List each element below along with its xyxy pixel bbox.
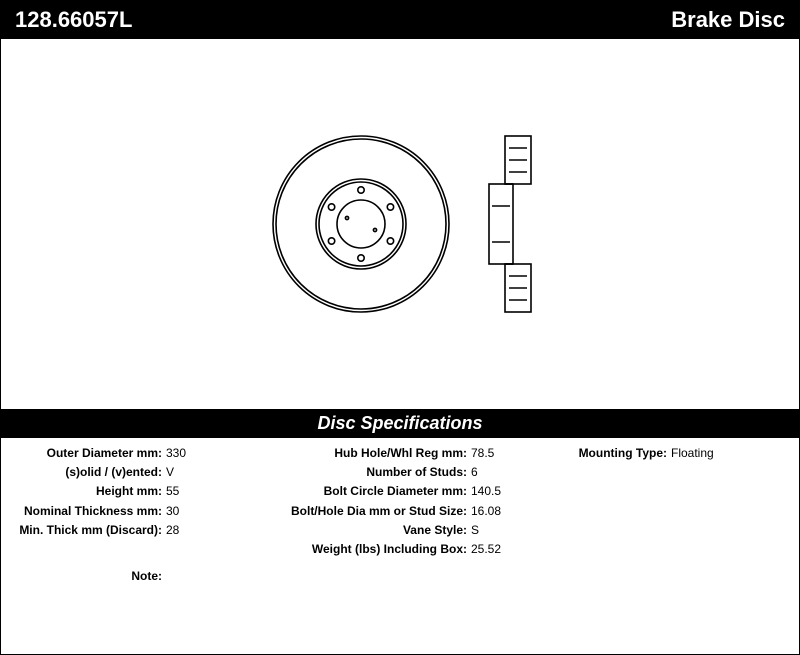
- spec-label: (s)olid / (v)ented:: [11, 463, 166, 482]
- spec-row: Bolt/Hole Dia mm or Stud Size:16.08: [251, 502, 551, 521]
- spec-row: Mounting Type:Floating: [551, 444, 789, 463]
- spec-value: V: [166, 463, 174, 482]
- spec-value: 55: [166, 482, 179, 501]
- spec-column-3: Mounting Type:Floating: [551, 444, 789, 559]
- disc-face-diagram: [261, 124, 461, 324]
- spec-column-2: Hub Hole/Whl Reg mm:78.5Number of Studs:…: [251, 444, 551, 559]
- spec-label: Hub Hole/Whl Reg mm:: [251, 444, 471, 463]
- product-type: Brake Disc: [671, 7, 785, 33]
- spec-label: Weight (lbs) Including Box:: [251, 540, 471, 559]
- spec-header-text: Disc Specifications: [317, 413, 482, 433]
- spec-row: Height mm:55: [11, 482, 251, 501]
- spec-row: Nominal Thickness mm:30: [11, 502, 251, 521]
- spec-row: Weight (lbs) Including Box:25.52: [251, 540, 551, 559]
- spec-label: Min. Thick mm (Discard):: [11, 521, 166, 540]
- spec-value: 25.52: [471, 540, 501, 559]
- spec-row: Bolt Circle Diameter mm:140.5: [251, 482, 551, 501]
- part-number: 128.66057L: [15, 7, 132, 33]
- header-bar: 128.66057L Brake Disc: [1, 1, 799, 39]
- spec-label: Number of Studs:: [251, 463, 471, 482]
- spec-label: Outer Diameter mm:: [11, 444, 166, 463]
- spec-row: Outer Diameter mm:330: [11, 444, 251, 463]
- note-label: Note:: [11, 569, 166, 583]
- spec-header-bar: Disc Specifications: [1, 409, 799, 438]
- spec-row: (s)olid / (v)ented:V: [11, 463, 251, 482]
- diagram-area: [1, 39, 799, 409]
- spec-row: Number of Studs:6: [251, 463, 551, 482]
- spec-value: 78.5: [471, 444, 494, 463]
- spec-label: Bolt Circle Diameter mm:: [251, 482, 471, 501]
- spec-label: Nominal Thickness mm:: [11, 502, 166, 521]
- spec-value: Floating: [671, 444, 714, 463]
- spec-value: 330: [166, 444, 186, 463]
- spec-label: Vane Style:: [251, 521, 471, 540]
- spec-row: Min. Thick mm (Discard):28: [11, 521, 251, 540]
- disc-side-diagram: [479, 124, 539, 324]
- spec-value: 6: [471, 463, 478, 482]
- spec-value: 30: [166, 502, 179, 521]
- spec-value: 16.08: [471, 502, 501, 521]
- spec-sheet: 128.66057L Brake Disc Disc Specification…: [0, 0, 800, 655]
- spec-value: 28: [166, 521, 179, 540]
- spec-label: Height mm:: [11, 482, 166, 501]
- spec-value: 140.5: [471, 482, 501, 501]
- spec-value: S: [471, 521, 479, 540]
- spec-label: Bolt/Hole Dia mm or Stud Size:: [251, 502, 471, 521]
- spec-columns: Outer Diameter mm:330(s)olid / (v)ented:…: [1, 438, 799, 561]
- spec-column-1: Outer Diameter mm:330(s)olid / (v)ented:…: [11, 444, 251, 559]
- note-row: Note:: [1, 561, 799, 583]
- spec-label: Mounting Type:: [551, 444, 671, 463]
- spec-row: Hub Hole/Whl Reg mm:78.5: [251, 444, 551, 463]
- spec-row: Vane Style:S: [251, 521, 551, 540]
